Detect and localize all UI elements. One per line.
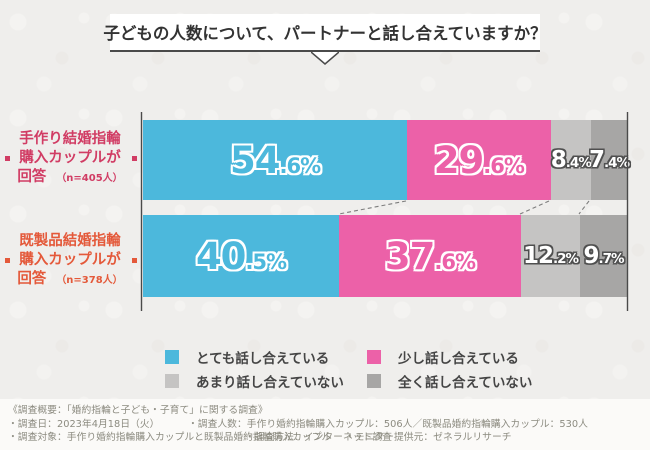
legend-label: あまり話し合えていない xyxy=(196,375,344,391)
bar-segment-very: 54.6% xyxy=(143,120,408,200)
bar-label-readymade: 既製品結婚指輪 購入カップルが 回答 （n=378人） xyxy=(0,232,140,290)
legend-swatch-light-gray xyxy=(165,374,179,388)
legend-swatch-pink xyxy=(367,350,381,364)
label-accent-square-icon xyxy=(132,156,137,161)
legend-label: 全く話し合えていない xyxy=(398,375,533,391)
bar-segment-not-at-all: 7.4% xyxy=(589,120,630,200)
bar-label-line: 購入カップルが xyxy=(19,150,121,166)
sample-size: （n=405人） xyxy=(56,173,123,184)
legend-item-not-at-all: 全く話し合えていない xyxy=(367,371,532,391)
legend-item-little: 少し話し合えている xyxy=(367,347,519,367)
legend-swatch-dark-gray xyxy=(367,374,381,388)
bar-label-line: 購入カップルが xyxy=(19,252,121,268)
bar-segment-little: 29.6% xyxy=(407,120,551,200)
label-accent-square-icon xyxy=(5,156,10,161)
segment-value: 54.6% xyxy=(230,138,321,182)
bar-segment-little: 37.6% xyxy=(339,215,521,297)
segment-value: 40.5% xyxy=(195,234,287,278)
title-pointer-chevron-icon xyxy=(311,52,339,65)
stacked-bar-readymade: 40.5% 37.6% 12.2% 9.7% xyxy=(143,215,627,297)
segment-value: 29.6% xyxy=(433,138,525,182)
survey-overview: 《調査概要：「婚約指輪と子ども・子育て」に関する調査》 xyxy=(8,405,268,416)
chart-title-box: 子どもの人数について、パートナーと話し合えていますか？ xyxy=(103,14,547,52)
legend-label: 少し話し合えている xyxy=(398,351,519,367)
bar-segment-not-much: 12.2% xyxy=(520,215,581,297)
sample-size: （n=378人） xyxy=(56,275,123,286)
bar-segment-very: 40.5% xyxy=(143,215,340,297)
connector-dashed-line xyxy=(578,200,590,215)
bar-label-handmade: 手作り結婚指輪 購入カップルが 回答 （n=405人） xyxy=(0,130,140,188)
stacked-bar-handmade: 54.6% 29.6% 8.4% 7.4% xyxy=(143,120,630,200)
legend-swatch-blue xyxy=(165,350,179,364)
survey-provider: ・モニター提供元：ゼネラルリサーチ xyxy=(345,432,512,443)
segment-value: 7.4% xyxy=(589,146,630,173)
segment-value: 8.4% xyxy=(550,146,592,173)
segment-value: 12.2% xyxy=(522,242,579,269)
legend-label: とても話し合えている xyxy=(196,351,330,367)
bar-segment-not-at-all: 9.7% xyxy=(580,215,627,297)
bar-segment-not-much: 8.4% xyxy=(550,120,592,200)
survey-method: ・調査方法：インターネット調査 xyxy=(245,432,392,443)
legend-item-very: とても話し合えている xyxy=(165,347,329,367)
segment-value: 9.7% xyxy=(583,242,624,269)
survey-date: ・調査日：2023年4月18日（火） xyxy=(8,419,160,430)
bar-label-line: 手作り結婚指輪 xyxy=(19,131,121,147)
segment-value: 37.6% xyxy=(384,234,476,278)
bar-label-line: 回答 xyxy=(17,169,47,185)
label-accent-square-icon xyxy=(5,258,10,263)
survey-target: ・調査対象：手作り婚約指輪購入カップルと既製品婚約指輪購入カップル xyxy=(8,432,332,443)
label-accent-square-icon xyxy=(132,258,137,263)
connector-dashed-line xyxy=(338,200,407,215)
connector-dashed-line xyxy=(519,200,550,215)
survey-footer: 《調査概要：「婚約指輪と子ども・子育て」に関する調査》 ・調査日：2023年4月… xyxy=(0,399,650,450)
bar-label-line: 既製品結婚指輪 xyxy=(19,233,121,249)
chart-title: 子どもの人数について、パートナーと話し合えていますか？ xyxy=(103,24,547,43)
bar-label-line: 回答 xyxy=(17,271,47,287)
survey-sample: ・調査人数：手作り婚約指輪購入カップル：506人／既製品婚約指輪購入カップル：5… xyxy=(188,419,588,430)
legend-item-not-much: あまり話し合えていない xyxy=(165,371,344,391)
